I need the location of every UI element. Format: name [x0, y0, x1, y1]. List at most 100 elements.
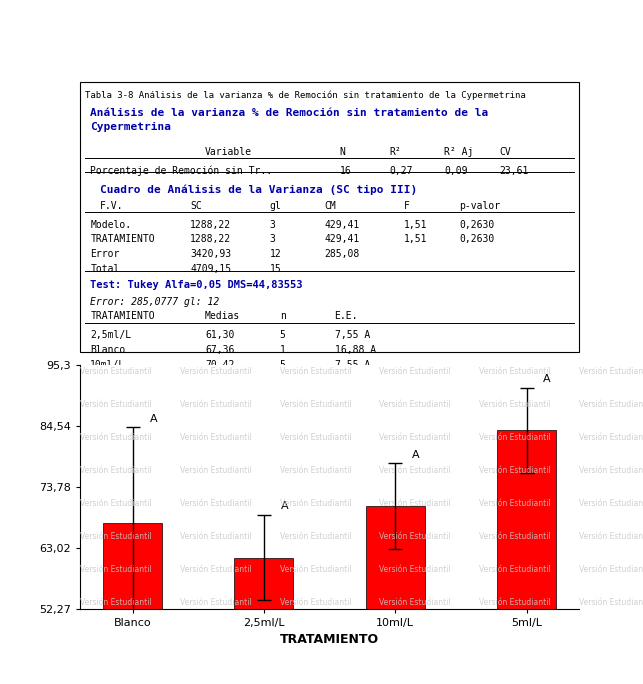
Bar	[103, 523, 162, 684]
Text: 3: 3	[270, 220, 276, 230]
Text: Variable: Variable	[205, 147, 252, 157]
Text: A: A	[149, 414, 157, 424]
Text: F.V.: F.V.	[100, 201, 124, 211]
Text: Versión Estudiantil: Versión Estudiantil	[579, 400, 643, 409]
Text: TRATAMIENTO: TRATAMIENTO	[90, 311, 155, 321]
Text: Error: 285,0777 gl: 12: Error: 285,0777 gl: 12	[90, 297, 220, 306]
Text: 7,55 A: 7,55 A	[334, 375, 370, 385]
Text: Versión Estudiantil: Versión Estudiantil	[479, 400, 551, 409]
Text: 2,5ml/L: 2,5ml/L	[90, 330, 131, 340]
Text: 0,09: 0,09	[444, 166, 467, 176]
Text: Blanco: Blanco	[90, 345, 125, 355]
Text: Versión Estudiantil: Versión Estudiantil	[379, 499, 451, 508]
Text: Versión Estudiantil: Versión Estudiantil	[180, 400, 252, 409]
Text: Versión Estudiantil: Versión Estudiantil	[479, 598, 551, 607]
Text: 0,27: 0,27	[390, 166, 413, 176]
Bar	[366, 505, 425, 684]
Text: Versión Estudiantil: Versión Estudiantil	[80, 466, 152, 475]
Text: Versión Estudiantil: Versión Estudiantil	[579, 499, 643, 508]
Text: N: N	[340, 147, 345, 157]
Text: Versión Estudiantil: Versión Estudiantil	[479, 532, 551, 541]
Text: Versión Estudiantil: Versión Estudiantil	[479, 466, 551, 475]
Text: Versión Estudiantil: Versión Estudiantil	[280, 367, 352, 376]
Text: CM: CM	[325, 201, 336, 211]
Text: Versión Estudiantil: Versión Estudiantil	[280, 598, 352, 607]
Text: TRATAMIENTO: TRATAMIENTO	[90, 235, 155, 244]
Text: CV: CV	[499, 147, 511, 157]
Text: 16,88 A: 16,88 A	[334, 345, 376, 355]
Text: Versión Estudiantil: Versión Estudiantil	[579, 532, 643, 541]
Text: Versión Estudiantil: Versión Estudiantil	[80, 532, 152, 541]
Text: A: A	[412, 449, 420, 460]
Text: 67,36: 67,36	[205, 345, 234, 355]
Text: 5: 5	[280, 330, 285, 340]
Text: 23,61: 23,61	[499, 166, 529, 176]
Text: Versión Estudiantil: Versión Estudiantil	[280, 400, 352, 409]
Text: Versión Estudiantil: Versión Estudiantil	[180, 466, 252, 475]
Text: Versión Estudiantil: Versión Estudiantil	[280, 565, 352, 574]
Text: Versión Estudiantil: Versión Estudiantil	[479, 433, 551, 442]
Text: 285,08: 285,08	[325, 250, 360, 259]
Text: Cuadro de Análisis de la Varianza (SC tipo III): Cuadro de Análisis de la Varianza (SC ti…	[100, 184, 417, 194]
Text: Versión Estudiantil: Versión Estudiantil	[80, 400, 152, 409]
Text: F: F	[404, 201, 410, 211]
Text: R² Aj: R² Aj	[444, 147, 473, 157]
Text: Medias: Medias	[205, 311, 240, 321]
Text: SC: SC	[190, 201, 202, 211]
Text: Versión Estudiantil: Versión Estudiantil	[80, 499, 152, 508]
Text: 83,70: 83,70	[205, 375, 234, 385]
Text: Versión Estudiantil: Versión Estudiantil	[280, 499, 352, 508]
Text: 15: 15	[270, 264, 282, 274]
Text: Versión Estudiantil: Versión Estudiantil	[479, 565, 551, 574]
Text: 5ml/L: 5ml/L	[90, 375, 120, 385]
Text: 1,51: 1,51	[404, 220, 428, 230]
Text: Versión Estudiantil: Versión Estudiantil	[579, 565, 643, 574]
Text: 5: 5	[280, 360, 285, 370]
Text: E.E.: E.E.	[334, 311, 358, 321]
Text: 4709,15: 4709,15	[190, 264, 231, 274]
Text: Versión Estudiantil: Versión Estudiantil	[180, 433, 252, 442]
Text: Versión Estudiantil: Versión Estudiantil	[80, 565, 152, 574]
Text: Versión Estudiantil: Versión Estudiantil	[379, 466, 451, 475]
Text: Tabla 3-8 Análisis de la varianza % de Remoción sin tratamiento de la Cypermetri: Tabla 3-8 Análisis de la varianza % de R…	[86, 90, 526, 100]
Text: Versión Estudiantil: Versión Estudiantil	[379, 532, 451, 541]
Text: Versión Estudiantil: Versión Estudiantil	[180, 499, 252, 508]
Text: Versión Estudiantil: Versión Estudiantil	[180, 367, 252, 376]
Text: 3420,93: 3420,93	[190, 250, 231, 259]
Text: 429,41: 429,41	[325, 220, 360, 230]
Text: Test: Tukey Alfa=0,05 DMS=44,83553: Test: Tukey Alfa=0,05 DMS=44,83553	[90, 280, 303, 290]
Text: Versión Estudiantil: Versión Estudiantil	[479, 499, 551, 508]
Text: Porcentaje de Remoción sin Tr..: Porcentaje de Remoción sin Tr..	[90, 166, 273, 176]
Text: 10ml/L: 10ml/L	[90, 360, 125, 370]
Text: Versión Estudiantil: Versión Estudiantil	[280, 532, 352, 541]
Text: R²: R²	[390, 147, 401, 157]
Text: 7,55 A: 7,55 A	[334, 360, 370, 370]
Text: 12: 12	[270, 250, 282, 259]
Text: 3: 3	[270, 235, 276, 244]
Text: 1: 1	[280, 345, 285, 355]
Text: Medias con una letra común no son significativamente diferentes (p > 0,05): Medias con una letra común no son signif…	[90, 391, 488, 400]
Text: A: A	[281, 501, 288, 512]
Text: n: n	[280, 311, 285, 321]
FancyBboxPatch shape	[80, 82, 579, 352]
Text: Versión Estudiantil: Versión Estudiantil	[479, 367, 551, 376]
Text: Versión Estudiantil: Versión Estudiantil	[579, 367, 643, 376]
Text: Versión Estudiantil: Versión Estudiantil	[379, 598, 451, 607]
Text: p-valor: p-valor	[459, 201, 500, 211]
Text: gl: gl	[270, 201, 282, 211]
X-axis label: TRATAMIENTO: TRATAMIENTO	[280, 633, 379, 646]
Text: Versión Estudiantil: Versión Estudiantil	[180, 598, 252, 607]
Text: 1,51: 1,51	[404, 235, 428, 244]
Text: Total: Total	[90, 264, 120, 274]
Text: 61,30: 61,30	[205, 330, 234, 340]
Text: 429,41: 429,41	[325, 235, 360, 244]
Text: Versión Estudiantil: Versión Estudiantil	[80, 433, 152, 442]
Text: Versión Estudiantil: Versión Estudiantil	[280, 433, 352, 442]
Text: Versión Estudiantil: Versión Estudiantil	[379, 367, 451, 376]
Text: Versión Estudiantil: Versión Estudiantil	[579, 433, 643, 442]
Text: 1288,22: 1288,22	[190, 235, 231, 244]
Text: Versión Estudiantil: Versión Estudiantil	[579, 598, 643, 607]
Text: 7,55 A: 7,55 A	[334, 330, 370, 340]
Text: A: A	[543, 374, 551, 384]
Text: Versión Estudiantil: Versión Estudiantil	[80, 367, 152, 376]
